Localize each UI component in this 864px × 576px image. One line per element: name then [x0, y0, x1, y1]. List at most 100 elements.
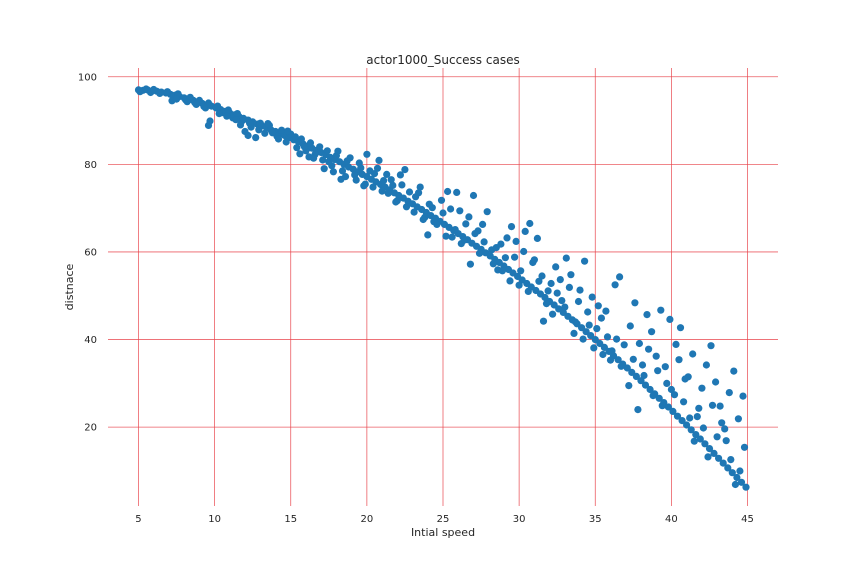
data-point: [378, 187, 386, 195]
data-point: [437, 196, 446, 204]
data-point: [570, 329, 578, 337]
data-point: [424, 231, 432, 239]
data-point: [701, 440, 709, 448]
data-point: [683, 421, 691, 429]
data-point: [702, 361, 711, 369]
data-point: [561, 303, 569, 311]
data-point: [689, 350, 697, 358]
data-point: [719, 459, 727, 467]
x-tick-label: 35: [589, 514, 602, 525]
data-point: [465, 213, 473, 221]
data-points: [134, 85, 750, 491]
y-tick-label: 20: [84, 423, 97, 434]
data-point: [338, 167, 347, 175]
y-tick-label: 60: [84, 247, 97, 258]
data-point: [323, 147, 331, 155]
data-point: [562, 254, 570, 262]
data-point: [261, 129, 269, 137]
data-point: [515, 281, 523, 289]
data-point: [707, 342, 715, 350]
data-point: [192, 100, 200, 108]
data-point: [387, 176, 395, 184]
data-point: [585, 321, 593, 329]
data-point: [396, 171, 404, 179]
chart-title: actor1000_Success cases: [366, 53, 519, 67]
data-point: [645, 345, 653, 353]
data-point: [506, 277, 514, 285]
data-point: [489, 260, 497, 268]
data-point: [730, 367, 738, 375]
data-point: [658, 402, 666, 410]
data-point: [310, 154, 318, 162]
data-point: [363, 150, 371, 158]
data-point: [319, 156, 327, 164]
x-axis-ticks: 5 10 15 20 25 30 35 40 45: [135, 514, 754, 525]
data-point: [669, 407, 677, 415]
data-point: [664, 403, 673, 411]
data-point: [521, 227, 529, 235]
data-point: [737, 478, 746, 486]
data-point: [614, 356, 622, 364]
data-point: [510, 253, 519, 261]
x-axis-label: Intial speed: [411, 526, 475, 539]
data-point: [150, 85, 158, 94]
data-point: [606, 356, 615, 364]
data-point: [620, 341, 628, 349]
data-point: [233, 110, 241, 118]
data-point: [713, 433, 721, 441]
data-point: [360, 182, 368, 190]
data-point: [293, 144, 301, 152]
data-point: [296, 150, 304, 158]
data-point: [501, 254, 509, 262]
data-point: [641, 381, 650, 389]
data-point: [670, 391, 679, 399]
data-point: [369, 183, 377, 191]
data-point: [634, 406, 642, 414]
data-point: [649, 392, 657, 400]
data-point: [611, 281, 619, 289]
data-point: [727, 456, 735, 464]
x-tick-label: 30: [513, 514, 526, 525]
data-point: [571, 318, 580, 326]
data-point: [419, 215, 427, 224]
data-point: [535, 277, 543, 285]
data-point: [375, 156, 383, 164]
data-point: [255, 126, 263, 134]
data-point: [637, 377, 645, 385]
data-point: [479, 220, 487, 228]
data-point: [558, 297, 566, 305]
data-point: [460, 236, 468, 244]
data-point: [635, 339, 644, 348]
data-point: [215, 110, 223, 118]
data-point: [603, 333, 612, 341]
data-point: [512, 237, 520, 245]
data-point: [366, 167, 374, 175]
data-point: [567, 271, 575, 279]
x-tick-label: 45: [741, 514, 754, 525]
data-point: [576, 286, 584, 294]
data-point: [274, 135, 283, 143]
data-point: [507, 223, 516, 231]
data-point: [384, 189, 392, 197]
data-point: [448, 233, 456, 241]
data-point: [716, 402, 724, 410]
data-point: [291, 133, 299, 141]
data-point: [643, 311, 651, 319]
data-point: [626, 322, 634, 330]
data-point: [492, 244, 500, 252]
data-point: [284, 127, 292, 135]
data-point: [681, 375, 689, 383]
data-point: [705, 445, 714, 453]
data-point: [590, 344, 598, 352]
data-point: [574, 297, 583, 306]
data-point: [552, 263, 560, 271]
data-point: [712, 378, 720, 386]
data-point: [699, 424, 708, 432]
data-point: [405, 188, 414, 196]
data-point: [648, 328, 656, 336]
x-tick-label: 5: [135, 514, 141, 525]
data-point: [722, 437, 730, 445]
data-point: [480, 238, 488, 246]
data-point: [136, 88, 144, 96]
data-point: [469, 191, 478, 200]
